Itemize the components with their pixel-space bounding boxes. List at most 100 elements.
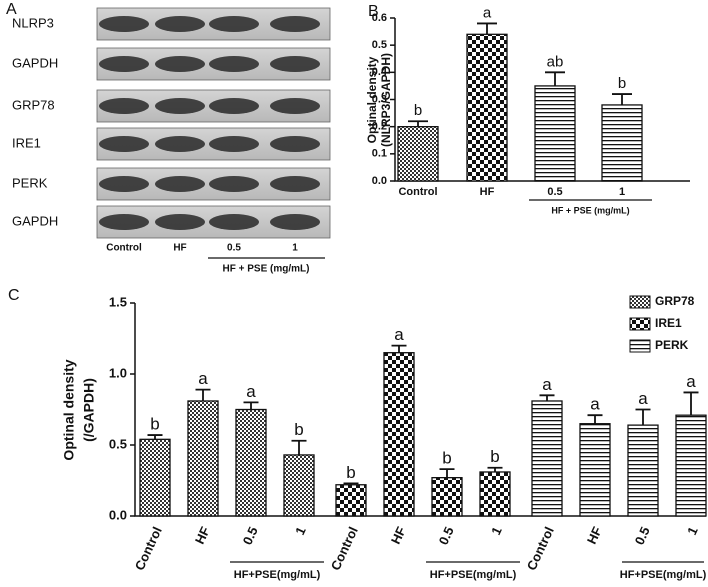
blot-band (155, 56, 205, 72)
significance-letter: a (198, 369, 208, 388)
y-tick-label: 0.5 (109, 436, 127, 451)
error-bar (539, 394, 555, 401)
bar (283, 454, 315, 517)
x-tick-label: HF (480, 186, 495, 198)
group-label: HF+PSE(mg/mL) (234, 569, 321, 581)
blot-lane-label: 0.5 (227, 243, 241, 254)
error-bar (291, 439, 307, 455)
legend-swatch (629, 295, 651, 309)
error-bar (243, 401, 259, 410)
bar (534, 85, 576, 182)
bar (431, 477, 463, 517)
blot-band (209, 16, 259, 32)
panel-label: A (6, 1, 17, 18)
significance-letter: a (394, 325, 404, 344)
bar (397, 126, 439, 182)
blot-row-label: GRP78 (12, 97, 55, 112)
bar (466, 33, 508, 182)
blot-band (209, 176, 259, 192)
x-tick-label: Control (398, 186, 437, 198)
significance-letter: ab (547, 53, 564, 70)
x-tick-label: Control (328, 524, 361, 572)
blot-band (270, 214, 320, 230)
error-bar (147, 434, 163, 440)
significance-letter: a (590, 395, 600, 414)
y-tick-label: 0.0 (372, 175, 387, 187)
blot-band (155, 214, 205, 230)
significance-letter: b (346, 463, 355, 482)
blot-lane-label: Control (106, 243, 142, 254)
legend-swatch (629, 339, 651, 353)
significance-letter: a (542, 375, 552, 394)
significance-letter: a (483, 4, 492, 21)
bar (531, 400, 563, 517)
x-tick-label: 1 (488, 524, 505, 537)
blot-band (155, 98, 205, 114)
bar (335, 484, 367, 517)
error-bar (635, 408, 651, 426)
legend-label: IRE1 (655, 316, 682, 330)
bar (235, 408, 267, 517)
x-tick-label: 0.5 (547, 186, 562, 198)
error-bar (439, 468, 455, 478)
blot-row-label: GAPDH (12, 213, 58, 228)
error-bar (391, 344, 407, 353)
error-bar (487, 466, 503, 472)
x-tick-label: 1 (292, 524, 309, 537)
bar (675, 414, 707, 517)
bar (627, 424, 659, 517)
blot-band (270, 136, 320, 152)
error-bar (587, 414, 603, 424)
x-tick-label: 1 (619, 186, 625, 198)
x-tick-label: Control (524, 524, 557, 572)
blot-band (209, 98, 259, 114)
x-tick-label: 0.5 (632, 524, 653, 547)
blot-band (155, 16, 205, 32)
error-bar (343, 482, 359, 485)
bar (139, 438, 171, 517)
legend-label: PERK (655, 338, 689, 352)
blot-band (209, 214, 259, 230)
blot-band (209, 56, 259, 72)
y-axis-label: (NLRP3/GAPDH) (379, 53, 393, 147)
x-tick-label: HF (584, 524, 605, 546)
blot-band (99, 136, 149, 152)
legend-swatch (629, 317, 651, 331)
y-tick-label: 0.3 (372, 93, 387, 105)
blot-lane-label: 1 (292, 243, 298, 254)
axis-line (134, 303, 706, 517)
group-label: HF + PSE (mg/mL) (223, 264, 310, 275)
significance-letter: a (686, 372, 696, 391)
blot-lane-label: HF (173, 243, 186, 254)
y-tick-label: 0.5 (372, 39, 387, 51)
legend-label: GRP78 (655, 294, 695, 308)
y-axis-label: Optinal density (365, 56, 379, 143)
blot-band (155, 176, 205, 192)
panel-label: B (368, 3, 379, 20)
blot-band (209, 136, 259, 152)
blot-row-label: GAPDH (12, 55, 58, 70)
blot-row-label: PERK (12, 175, 48, 190)
x-tick-label: HF (192, 524, 213, 546)
x-tick-label: 0.5 (240, 524, 261, 547)
y-tick-label: 0.6 (372, 12, 387, 24)
blot-band (155, 136, 205, 152)
y-tick-label: 1.5 (109, 294, 127, 309)
group-label: HF+PSE(mg/mL) (430, 569, 517, 581)
bar (579, 423, 611, 517)
error-bar (545, 71, 565, 86)
blot-band (270, 56, 320, 72)
significance-letter: a (246, 382, 256, 401)
y-tick-label: 0.4 (372, 66, 388, 78)
blot-band (99, 176, 149, 192)
y-tick-label: 0.0 (109, 507, 127, 522)
significance-letter: b (490, 447, 499, 466)
y-axis-label: Optinal density (61, 359, 77, 460)
blot-band (99, 16, 149, 32)
blot-band (270, 98, 320, 114)
error-bar (408, 120, 428, 127)
blot-row-label: IRE1 (12, 135, 41, 150)
significance-letter: b (150, 415, 159, 434)
blot-band (270, 16, 320, 32)
